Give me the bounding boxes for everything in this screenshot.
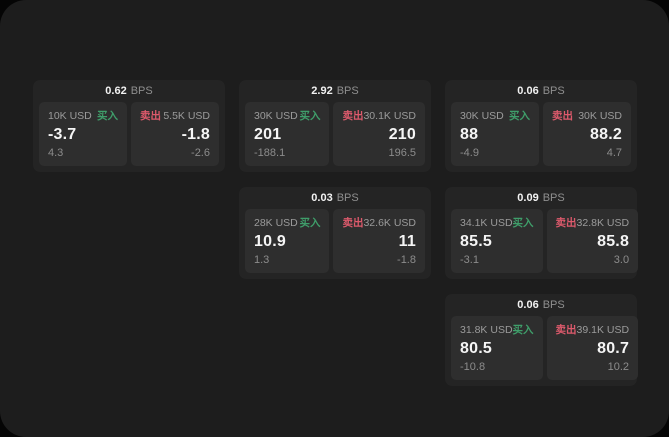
card-header: 0.09 BPS <box>451 192 631 205</box>
sell-price: -1.8 <box>181 126 210 143</box>
sell-amount: 30K USD <box>578 110 622 122</box>
buy-panel[interactable]: 10K USD 买入 -3.7 4.3 <box>39 102 127 166</box>
buy-delta: -188.1 <box>254 147 286 159</box>
bps-unit-label: BPS <box>336 85 359 97</box>
buy-amount: 34.1K USD <box>460 217 513 229</box>
sell-side-label: 卖出 <box>342 110 364 122</box>
buy-panel[interactable]: 30K USD 买入 88 -4.9 <box>451 102 539 166</box>
buy-amount: 30K USD <box>254 110 298 122</box>
bps-unit-label: BPS <box>336 192 359 204</box>
bps-value: 0.09 <box>517 192 539 204</box>
buy-side-label: 买入 <box>509 110 530 122</box>
buy-delta: -4.9 <box>460 147 479 159</box>
sell-panel[interactable]: 卖出 5.5K USD -1.8 -2.6 <box>131 102 219 166</box>
sell-delta: 3.0 <box>613 254 630 266</box>
sell-price: 210 <box>388 126 416 143</box>
sell-side-label: 卖出 <box>555 324 577 336</box>
bps-value: 0.06 <box>517 299 539 311</box>
bps-unit-label: BPS <box>542 299 565 311</box>
buy-price: 85.5 <box>460 233 492 250</box>
quote-card: 0.06 BPS 30K USD 买入 88 -4.9 卖出 30K USD <box>445 80 637 172</box>
sell-amount: 32.6K USD <box>363 217 416 229</box>
bps-value: 0.06 <box>517 85 539 97</box>
bps-unit-label: BPS <box>542 85 565 97</box>
buy-price: 201 <box>254 126 282 143</box>
sell-amount: 32.8K USD <box>576 217 630 229</box>
buy-delta: 4.3 <box>48 147 64 159</box>
sell-delta: 196.5 <box>388 147 416 159</box>
buy-side-label: 买入 <box>299 110 321 122</box>
buy-amount: 10K USD <box>48 110 92 122</box>
sell-panel[interactable]: 卖出 32.8K USD 85.8 3.0 <box>546 209 639 273</box>
card-header: 0.62 BPS <box>39 85 219 98</box>
quote-card: 2.92 BPS 30K USD 买入 201 -188.1 卖出 30.1K U… <box>239 80 431 172</box>
sell-amount: 39.1K USD <box>576 324 630 336</box>
bps-unit-label: BPS <box>542 192 565 204</box>
buy-price: -3.7 <box>48 126 77 143</box>
buy-amount: 31.8K USD <box>460 324 513 336</box>
buy-price: 80.5 <box>460 340 492 357</box>
sell-delta: 4.7 <box>606 147 622 159</box>
sell-panel[interactable]: 卖出 30K USD 88.2 4.7 <box>543 102 631 166</box>
sell-side-label: 卖出 <box>555 217 577 229</box>
card-header: 0.06 BPS <box>451 299 631 312</box>
sell-price: 80.7 <box>597 340 630 357</box>
bps-value: 0.62 <box>105 85 127 97</box>
card-header: 0.03 BPS <box>245 192 425 205</box>
sell-panel[interactable]: 卖出 30.1K USD 210 196.5 <box>333 102 425 166</box>
sell-side-label: 卖出 <box>552 110 573 122</box>
sell-delta: -1.8 <box>397 254 416 266</box>
sell-price: 11 <box>398 233 416 250</box>
card-header: 0.06 BPS <box>451 85 631 98</box>
buy-panel[interactable]: 28K USD 买入 10.9 1.3 <box>245 209 330 273</box>
sell-side-label: 卖出 <box>140 110 161 122</box>
quote-card: 0.09 BPS 34.1K USD 买入 85.5 -3.1 卖出 32.8K … <box>445 187 639 279</box>
buy-panel[interactable]: 30K USD 买入 201 -188.1 <box>245 102 330 166</box>
buy-side-label: 买入 <box>512 324 534 336</box>
buy-delta: 1.3 <box>254 254 270 266</box>
quote-card: 0.62 BPS 10K USD 买入 -3.7 4.3 卖出 5.5K USD <box>33 80 225 172</box>
buy-amount: 30K USD <box>460 110 504 122</box>
sell-amount: 30.1K USD <box>363 110 416 122</box>
sell-price: 88.2 <box>590 126 622 143</box>
buy-delta: -3.1 <box>460 254 479 266</box>
sell-amount: 5.5K USD <box>163 110 210 122</box>
buy-side-label: 买入 <box>512 217 534 229</box>
buy-price: 88 <box>460 126 479 143</box>
bps-value: 2.92 <box>311 85 333 97</box>
quote-card: 0.03 BPS 28K USD 买入 10.9 1.3 卖出 32.6K USD <box>239 187 431 279</box>
quote-card-grid: 0.62 BPS 10K USD 买入 -3.7 4.3 卖出 5.5K USD <box>33 80 639 386</box>
buy-panel[interactable]: 34.1K USD 买入 85.5 -3.1 <box>451 209 543 273</box>
buy-side-label: 买入 <box>299 217 321 229</box>
sell-side-label: 卖出 <box>342 217 364 229</box>
card-header: 2.92 BPS <box>245 85 425 98</box>
buy-price: 10.9 <box>254 233 286 250</box>
sell-panel[interactable]: 卖出 39.1K USD 80.7 10.2 <box>546 316 639 380</box>
buy-panel[interactable]: 31.8K USD 买入 80.5 -10.8 <box>451 316 543 380</box>
buy-side-label: 买入 <box>97 110 118 122</box>
buy-amount: 28K USD <box>254 217 298 229</box>
sell-delta: -2.6 <box>191 147 210 159</box>
buy-delta: -10.8 <box>460 361 486 373</box>
bps-value: 0.03 <box>311 192 333 204</box>
sell-panel[interactable]: 卖出 32.6K USD 11 -1.8 <box>333 209 425 273</box>
quote-card: 0.06 BPS 31.8K USD 买入 80.5 -10.8 卖出 39.1K… <box>445 294 639 386</box>
bps-unit-label: BPS <box>130 85 153 97</box>
sell-delta: 10.2 <box>607 361 630 373</box>
sell-price: 85.8 <box>597 233 630 250</box>
